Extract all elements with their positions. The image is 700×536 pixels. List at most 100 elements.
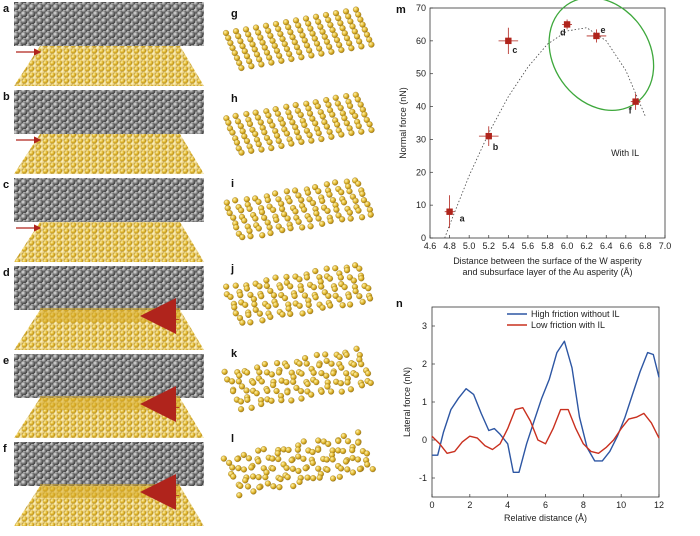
gold-atom <box>235 378 242 385</box>
gold-atom <box>347 301 354 308</box>
gold-atom <box>258 378 265 385</box>
gold-atom <box>292 208 299 215</box>
y-tick-label: 3 <box>422 321 427 331</box>
gold-atom <box>359 298 366 305</box>
gold-atom <box>223 283 230 290</box>
gold-atom <box>268 371 275 378</box>
gold-atom <box>364 461 371 468</box>
gold-atom <box>292 101 299 109</box>
x-tick-label: 6 <box>543 500 548 510</box>
gold-atom <box>272 274 279 281</box>
gold-atom <box>238 406 245 413</box>
gold-atom <box>285 446 292 454</box>
gold-atom <box>352 112 359 120</box>
x-tick-label: 0 <box>429 500 434 510</box>
gold-atom <box>283 188 290 195</box>
gold-atom <box>270 206 277 213</box>
gold-atom <box>297 388 305 395</box>
gold-atom <box>243 196 250 203</box>
gold-atom <box>295 453 302 460</box>
gold-atom <box>269 465 277 472</box>
gold-atom <box>242 477 249 484</box>
gold-atom <box>279 205 286 212</box>
gold-atom <box>303 274 310 281</box>
gold-atom <box>368 126 375 134</box>
gold-atom <box>344 379 351 386</box>
gold-atom <box>269 455 276 462</box>
series-line-0 <box>432 340 660 473</box>
gold-atom <box>298 138 305 145</box>
gold-atom <box>352 197 359 204</box>
panel-label-j: j <box>230 263 234 275</box>
gold-atom <box>364 201 371 208</box>
gold-atom <box>248 404 255 411</box>
gold-atom <box>367 295 374 302</box>
data-point-b <box>485 132 492 140</box>
gold-atom <box>246 227 253 235</box>
gold-atom <box>267 287 274 295</box>
gold-atom <box>264 387 271 394</box>
gold-atom <box>229 388 237 395</box>
gold-atom <box>258 61 265 68</box>
gold-atom <box>284 389 291 396</box>
data-point-e <box>593 32 600 40</box>
gold-atom <box>347 386 354 393</box>
gold-atom <box>364 370 372 377</box>
point-label-f: f <box>629 106 633 116</box>
gold-atom <box>293 384 300 391</box>
x-tick-label: 10 <box>616 500 626 510</box>
gold-atom <box>284 215 291 222</box>
gold-atom <box>295 218 302 225</box>
gold-atom <box>346 209 353 216</box>
gold-atom <box>237 482 244 489</box>
snapshot-e: IL e <box>3 354 204 438</box>
gold-atom <box>272 301 279 308</box>
gold-atom <box>233 224 240 231</box>
gold-atom <box>269 122 276 129</box>
gold-atom <box>240 466 247 473</box>
gold-atom <box>325 440 332 448</box>
gold-atom <box>226 209 233 217</box>
gold-atom <box>363 116 370 123</box>
gold-atom <box>338 364 345 371</box>
gold-atom <box>255 198 262 205</box>
gold-atom <box>277 475 284 483</box>
chart-m-normal-force: 4.6 4.8 5.0 5.2 5.4 5.6 5.8 6.0 6.2 6.4 6.6 6.8 7.0 0… <box>398 0 671 277</box>
gold-atom <box>319 220 326 227</box>
gold-atom <box>298 370 305 377</box>
gold-atom <box>301 292 308 299</box>
gold-atom <box>243 110 250 118</box>
gold-atom <box>273 216 280 223</box>
il-label: IL <box>172 488 180 498</box>
snapshot-h: h <box>223 91 375 156</box>
gold-atom <box>350 277 357 284</box>
gold-atom <box>324 207 331 214</box>
x-tick-label: 8 <box>581 500 586 510</box>
gold-atom <box>331 285 338 292</box>
gold-atom <box>226 459 233 466</box>
gold-atom <box>290 483 297 490</box>
il-label: IL <box>172 312 180 322</box>
gold-atom <box>294 129 301 136</box>
gold-atom <box>335 437 342 445</box>
gold-atom <box>340 447 347 455</box>
gold-atom <box>306 132 313 139</box>
gold-atom <box>258 400 265 408</box>
series-line-1 <box>431 407 660 454</box>
gold-atom <box>332 292 339 299</box>
gold-atom <box>232 197 239 204</box>
gold-atom <box>344 438 352 445</box>
gold-atom <box>325 101 332 108</box>
gold-atom <box>278 397 285 404</box>
gold-atom <box>359 190 366 197</box>
gold-atom <box>294 446 301 453</box>
gold-atom <box>296 276 303 283</box>
gold-atom <box>303 100 310 107</box>
snapshot-a: a <box>3 2 204 86</box>
gold-atom <box>352 288 359 295</box>
gold-atom <box>334 121 341 128</box>
gold-atom <box>267 229 274 237</box>
gold-atom <box>239 128 246 135</box>
gold-atom <box>298 286 305 293</box>
gold-atom <box>337 465 345 472</box>
